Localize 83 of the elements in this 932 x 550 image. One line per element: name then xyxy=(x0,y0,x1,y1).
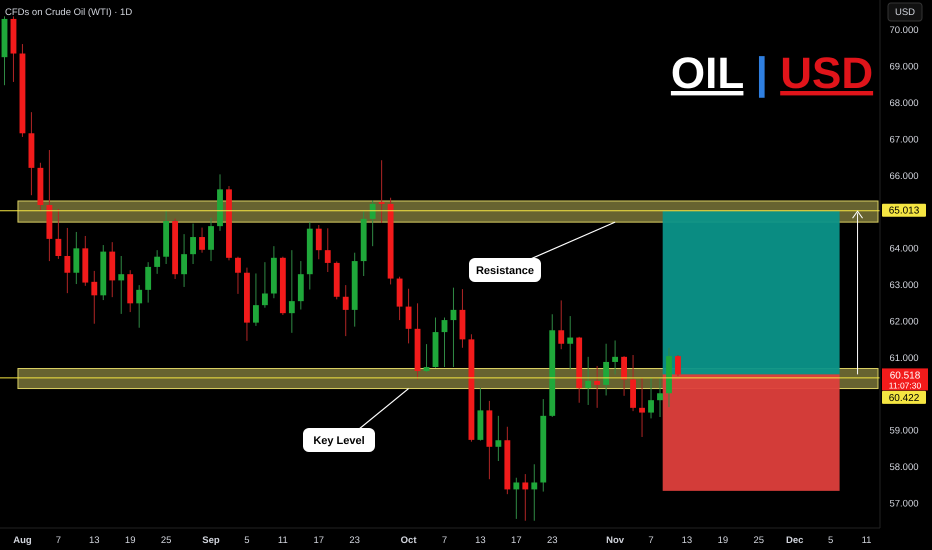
x-tick-label: 7 xyxy=(56,535,62,546)
candlestick xyxy=(118,255,124,314)
x-tick-label: 5 xyxy=(244,535,250,546)
x-tick-label: 13 xyxy=(88,535,100,546)
x-tick-label: Sep xyxy=(202,535,220,546)
text: 11:07:30 xyxy=(888,380,922,390)
candlestick xyxy=(190,223,196,264)
candlestick xyxy=(513,477,520,520)
text: OIL | USD xyxy=(670,49,874,98)
candlestick xyxy=(91,270,98,324)
text: 60.518 xyxy=(890,370,921,382)
x-tick-label: 19 xyxy=(718,535,728,546)
y-tick-label: 64.000 xyxy=(889,244,919,255)
candlestick xyxy=(181,234,187,288)
candlestick xyxy=(585,356,592,406)
y-tick-label: 68.000 xyxy=(889,98,919,109)
x-tick-label: 11 xyxy=(278,535,288,546)
candlestick xyxy=(288,250,295,334)
candlestick xyxy=(639,377,645,438)
x-tick-label: 17 xyxy=(511,535,522,546)
candlestick xyxy=(208,217,214,262)
candlestick xyxy=(495,415,502,462)
x-tick-label: Oct xyxy=(400,535,418,546)
x-tick-label: 25 xyxy=(753,535,764,546)
candlestick xyxy=(342,284,349,337)
y-tick-label: 57.000 xyxy=(889,498,919,510)
x-tick-label: 25 xyxy=(160,535,172,546)
candlestick xyxy=(136,284,142,328)
x-tick-label: Dec xyxy=(786,535,804,546)
x-tick-label: 5 xyxy=(828,535,834,546)
y-tick-label: 61.000 xyxy=(889,352,919,364)
candlestick xyxy=(531,464,538,522)
candlestick xyxy=(378,160,385,224)
ref-line-label: 60.422 xyxy=(888,392,920,404)
candlestick xyxy=(55,208,62,260)
y-tick-label: 69.000 xyxy=(889,62,919,73)
candlestick xyxy=(154,250,160,274)
candlestick xyxy=(567,316,574,370)
candlestick xyxy=(370,200,376,247)
candlestick xyxy=(145,262,152,304)
y-axis-title: USD xyxy=(894,7,916,18)
y-tick-label: 63.000 xyxy=(889,280,919,292)
candlestick xyxy=(594,365,600,408)
candlestick xyxy=(324,228,331,273)
candlestick xyxy=(253,272,259,326)
x-tick-label: 17 xyxy=(313,535,324,546)
y-tick-label: 59.000 xyxy=(889,426,919,437)
x-tick-label: Aug xyxy=(13,535,32,546)
x-tick-label: 7 xyxy=(442,535,448,546)
candlestick xyxy=(235,256,241,294)
y-tick-label: 62.000 xyxy=(889,316,919,328)
candlestick xyxy=(199,227,205,254)
text: CFDs on Crude Oil (WTI) · 1D xyxy=(5,7,132,18)
x-tick-label: 7 xyxy=(648,535,654,546)
candlestick xyxy=(316,224,322,260)
ref-line-label: 65.013 xyxy=(888,206,920,217)
y-tick-label: 67.000 xyxy=(889,134,919,146)
y-tick-label: 58.000 xyxy=(889,462,919,474)
candlestick xyxy=(612,340,618,375)
x-tick-label: 13 xyxy=(682,535,692,546)
x-tick-label: 11 xyxy=(862,535,872,546)
x-tick-label: 19 xyxy=(124,535,136,546)
candlestick xyxy=(442,317,448,368)
candlestick xyxy=(450,287,456,368)
y-tick-label: 70.000 xyxy=(889,25,919,36)
candlestick xyxy=(657,377,663,418)
annotation: Key Level xyxy=(313,435,365,447)
x-tick-label: 13 xyxy=(475,535,486,546)
candlestick xyxy=(406,288,412,344)
x-tick-label: Nov xyxy=(606,535,625,546)
candlestick xyxy=(675,354,681,377)
y-tick-label: 66.000 xyxy=(889,170,919,182)
candlestick xyxy=(558,300,564,350)
x-tick-label: 23 xyxy=(546,535,558,546)
candlestick xyxy=(621,356,627,396)
annotation: Resistance xyxy=(476,265,534,277)
candlestick xyxy=(424,344,430,373)
x-tick-label: 23 xyxy=(349,535,360,546)
candlestick xyxy=(522,474,528,522)
candlestick xyxy=(262,262,268,308)
candlestick xyxy=(648,377,654,419)
candlestick xyxy=(64,227,70,294)
candlestick xyxy=(603,343,610,396)
